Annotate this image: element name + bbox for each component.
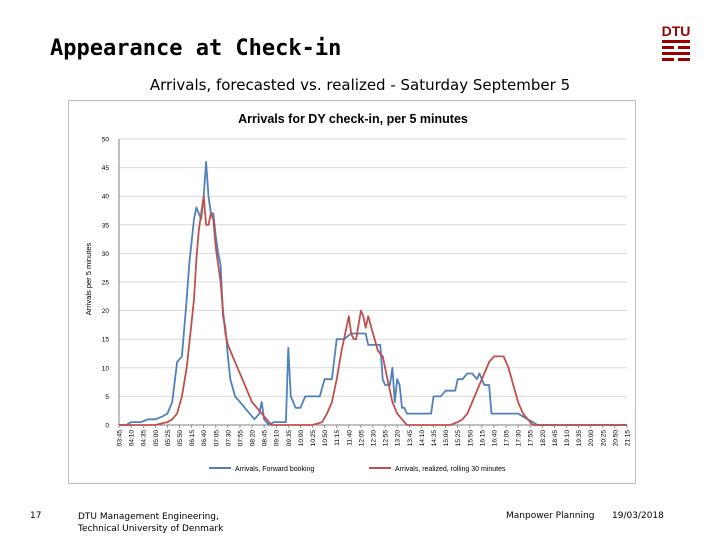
- y-tick-label: 15: [102, 337, 110, 344]
- y-tick-label: 0: [105, 423, 109, 430]
- series-line-2: [119, 195, 627, 426]
- y-tick-label: 35: [102, 222, 110, 229]
- x-tick-label: 12:55: [383, 430, 390, 447]
- legend-label-1: Arrivals, Forward booking: [235, 466, 314, 473]
- x-tick-label: 18:20: [540, 430, 547, 447]
- dtu-logo-text: DTU: [662, 23, 691, 39]
- x-tick-label: 20:00: [588, 430, 595, 447]
- footer-course: Manpower Planning: [506, 511, 595, 521]
- x-tick-label: 17:30: [516, 430, 523, 447]
- x-tick-label: 15:00: [443, 430, 450, 447]
- x-tick-label: 05:25: [165, 430, 172, 447]
- x-tick-label: 10:25: [310, 430, 317, 447]
- x-tick-label: 09:10: [274, 430, 281, 447]
- y-tick-label: 25: [102, 280, 110, 287]
- series-line-1: [119, 161, 627, 426]
- x-tick-label: 13:45: [407, 430, 414, 447]
- x-tick-label: 04:35: [141, 430, 148, 447]
- y-tick-label: 10: [102, 365, 110, 372]
- x-tick-label: 17:05: [504, 430, 511, 447]
- x-tick-label: 16:15: [479, 430, 486, 447]
- slide-subtitle: Arrivals, forecasted vs. realized - Satu…: [149, 76, 571, 94]
- footer-org-line1: DTU Management Engineering,: [78, 512, 219, 522]
- chart-title: Arrivals for DY check-in, per 5 minutes: [238, 112, 468, 126]
- x-tick-label: 17:55: [528, 430, 535, 447]
- x-tick-label: 08:45: [262, 430, 269, 447]
- x-tick-label: 10:00: [298, 430, 305, 447]
- x-tick-label: 18:45: [552, 430, 559, 447]
- y-tick-label: 50: [102, 137, 110, 144]
- x-tick-label: 15:50: [467, 430, 474, 447]
- x-tick-label: 05:00: [153, 430, 160, 447]
- x-tick-label: 07:30: [225, 430, 232, 447]
- y-tick-label: 20: [102, 308, 110, 315]
- x-tick-label: 19:35: [576, 430, 583, 447]
- x-tick-label: 12:30: [371, 430, 378, 447]
- x-tick-label: 07:05: [213, 430, 220, 447]
- x-tick-label: 13:20: [395, 430, 402, 447]
- footer-date: 19/03/2018: [612, 511, 664, 521]
- x-tick-label: 09:35: [286, 430, 293, 447]
- x-tick-label: 07:55: [237, 430, 244, 447]
- x-tick-label: 14:10: [419, 430, 426, 447]
- legend-label-2: Arrivals, realized, rolling 30 minutes: [395, 466, 506, 473]
- page-number: 17: [30, 511, 42, 521]
- x-tick-label: 20:50: [612, 430, 619, 447]
- chart-frame: Arrivals for DY check-in, per 5 minutes …: [68, 100, 636, 484]
- x-tick-label: 10:50: [322, 430, 329, 447]
- x-tick-label: 11:15: [334, 430, 341, 446]
- x-tick-label: 12:05: [358, 430, 365, 447]
- x-tick-label: 03:45: [117, 430, 124, 447]
- slide-title: Appearance at Check-in: [50, 36, 342, 61]
- y-tick-label: 45: [102, 165, 110, 172]
- y-axis-label: Arrivals per 5 minutes: [84, 242, 93, 315]
- x-tick-label: 06:40: [201, 430, 208, 447]
- x-tick-label: 06:15: [189, 430, 196, 447]
- x-tick-label: 15:25: [455, 430, 462, 447]
- x-tick-label: 21:15: [625, 430, 632, 447]
- x-tick-label: 14:35: [431, 430, 438, 447]
- x-tick-label: 20:25: [600, 430, 607, 447]
- x-tick-label: 04:10: [129, 430, 136, 447]
- y-tick-label: 30: [102, 251, 110, 258]
- y-tick-label: 5: [105, 394, 109, 401]
- x-tick-label: 05:50: [177, 430, 184, 447]
- x-tick-label: 19:10: [564, 430, 571, 447]
- x-tick-label: 11:40: [346, 430, 353, 446]
- dtu-logo: DTU: [662, 23, 691, 61]
- footer-org-line2: Technical University of Denmark: [78, 524, 224, 534]
- y-tick-label: 40: [102, 194, 110, 201]
- x-tick-label: 08:20: [250, 430, 257, 447]
- arrivals-chart: Arrivals for DY check-in, per 5 minutes …: [84, 112, 632, 473]
- footer-organization: DTU Management Engineering, Technical Un…: [78, 511, 223, 535]
- x-tick-label: 16:40: [491, 430, 498, 447]
